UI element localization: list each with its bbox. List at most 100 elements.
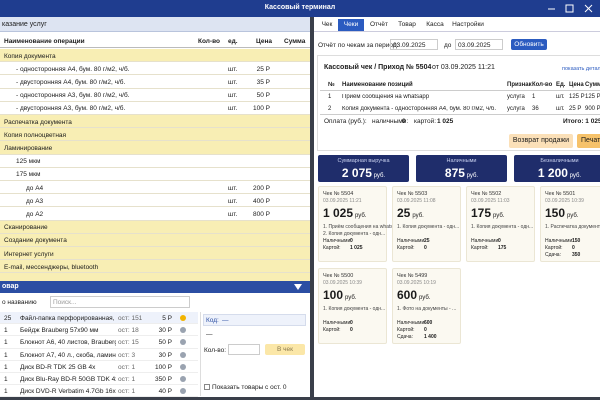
- receipt-column: Цена: [569, 82, 584, 88]
- print-button[interactable]: Печать: [577, 134, 600, 148]
- goods-row[interactable]: [0, 360, 198, 373]
- return-button[interactable]: Возврат продажи: [509, 134, 573, 148]
- service-row[interactable]: [0, 233, 310, 247]
- goods-price: 30 Р: [158, 351, 172, 359]
- card-payment-label: Картой:: [471, 245, 489, 251]
- goods-name: Файл-папка перфорированная, А4,...: [20, 315, 116, 322]
- service-row: [0, 273, 310, 281]
- summary-label: Наличными: [446, 158, 477, 164]
- date-from: 03.09.2025: [393, 42, 426, 49]
- service-row[interactable]: [0, 207, 310, 221]
- refresh-button[interactable]: Обновить: [511, 39, 547, 50]
- service-row[interactable]: [0, 115, 310, 129]
- receipt-cell: шт.: [556, 94, 565, 100]
- card-payment-label: Наличными:: [397, 320, 426, 326]
- service-row[interactable]: [0, 75, 310, 89]
- receipt-cell: шт.: [556, 106, 565, 112]
- goods-row[interactable]: [0, 373, 198, 386]
- card-title: Чек № 5504: [323, 191, 354, 197]
- goods-stock: ост: 3: [118, 351, 136, 359]
- goods-row[interactable]: [0, 385, 198, 398]
- receipt-card[interactable]: [540, 186, 600, 262]
- service-row[interactable]: [0, 154, 310, 168]
- service-name: E-mail, мессенджеры, bluetooth: [4, 263, 99, 271]
- service-price: 800 Р: [253, 210, 270, 218]
- column-header: Наименование операции: [4, 38, 85, 45]
- tab[interactable]: Чек: [321, 21, 333, 28]
- receipt-card[interactable]: [318, 186, 387, 262]
- goods-qty: 1: [4, 363, 8, 371]
- service-unit: шт.: [228, 78, 238, 86]
- goods-price: 40 Р: [158, 388, 172, 396]
- service-price: 35 Р: [256, 78, 270, 86]
- summary-value: 875: [444, 166, 465, 180]
- card-payment-value: 150: [572, 238, 581, 244]
- to-label: до: [444, 42, 452, 49]
- date-to-box[interactable]: [455, 39, 503, 50]
- receipt-card[interactable]: [318, 268, 387, 344]
- service-row[interactable]: [0, 62, 310, 76]
- name-value: —: [206, 331, 213, 338]
- receipt-cell: Копия документа - односторонняя А4, бум.…: [342, 106, 497, 112]
- service-row[interactable]: [0, 141, 310, 155]
- goods-qty: 1: [4, 376, 8, 383]
- checkbox[interactable]: [204, 384, 210, 390]
- goods-row[interactable]: [0, 348, 198, 361]
- card-payment-label: Наличными:: [545, 238, 574, 244]
- qty-input[interactable]: [228, 344, 260, 355]
- service-price: 50 Р: [256, 92, 270, 100]
- window-controls[interactable]: [540, 0, 600, 17]
- goods-row[interactable]: [0, 312, 198, 325]
- service-row[interactable]: [0, 220, 310, 234]
- period-label: Отчёт по чекам за период:: [318, 42, 399, 49]
- show-zero-label: Показать товары с ост. 0: [212, 384, 287, 391]
- goods-row[interactable]: [0, 324, 198, 337]
- service-row[interactable]: [0, 101, 310, 115]
- service-row[interactable]: [0, 128, 310, 142]
- receipt-card[interactable]: [392, 186, 461, 262]
- tab[interactable]: Отчёт: [369, 21, 388, 28]
- collapse-icon[interactable]: [294, 283, 302, 291]
- service-name: Сканирование: [4, 224, 48, 232]
- tab[interactable]: Товар: [398, 21, 416, 28]
- date-from-box[interactable]: [390, 39, 438, 50]
- search-mode[interactable]: о названию: [2, 299, 37, 306]
- receipt-cell: 900 Р: [585, 106, 600, 112]
- goods-row[interactable]: [0, 336, 198, 349]
- service-unit: шт.: [228, 184, 238, 192]
- service-row[interactable]: [0, 167, 310, 181]
- card-amount-unit: руб.: [355, 213, 367, 219]
- goods-price: 5 Р: [162, 315, 172, 322]
- tab[interactable]: Касса: [426, 21, 444, 28]
- card-date: 03.09.2025 10:39: [323, 280, 362, 286]
- service-name: Распечатка документа: [4, 118, 72, 126]
- goods-qty: 1: [4, 339, 8, 347]
- card-line: 1. Копия документа - одн...: [471, 224, 534, 230]
- card-payment-value: 1 025: [350, 245, 363, 251]
- receipt-card[interactable]: [392, 268, 461, 344]
- card-payment-value: 0: [350, 327, 353, 333]
- service-row[interactable]: [0, 260, 310, 274]
- details-link[interactable]: показать детали: [562, 66, 600, 72]
- card-amount-unit: руб.: [345, 295, 357, 301]
- search-box[interactable]: [50, 296, 190, 308]
- service-row[interactable]: [0, 49, 310, 63]
- service-name: Копия полноцветная: [4, 131, 67, 139]
- service-price: 25 Р: [256, 65, 270, 73]
- service-name: 125 мкм: [16, 158, 41, 166]
- tab[interactable]: Настройки: [452, 21, 484, 28]
- service-row[interactable]: [0, 247, 310, 261]
- qty-label: Кол-во:: [204, 347, 227, 354]
- service-name: Ламинирование: [4, 144, 53, 152]
- add-button[interactable]: В чек: [265, 344, 305, 355]
- service-row[interactable]: [0, 194, 310, 208]
- receipt-cell: 125 Р: [569, 94, 585, 100]
- tab[interactable]: Чеки: [338, 19, 364, 31]
- favorite-star: [180, 315, 186, 321]
- receipt-card[interactable]: [466, 186, 535, 262]
- header-line: [0, 47, 310, 48]
- card-payment-label: Картой:: [323, 327, 341, 333]
- service-row[interactable]: [0, 88, 310, 102]
- card-title: Чек № 5503: [397, 191, 428, 197]
- service-row[interactable]: [0, 181, 310, 195]
